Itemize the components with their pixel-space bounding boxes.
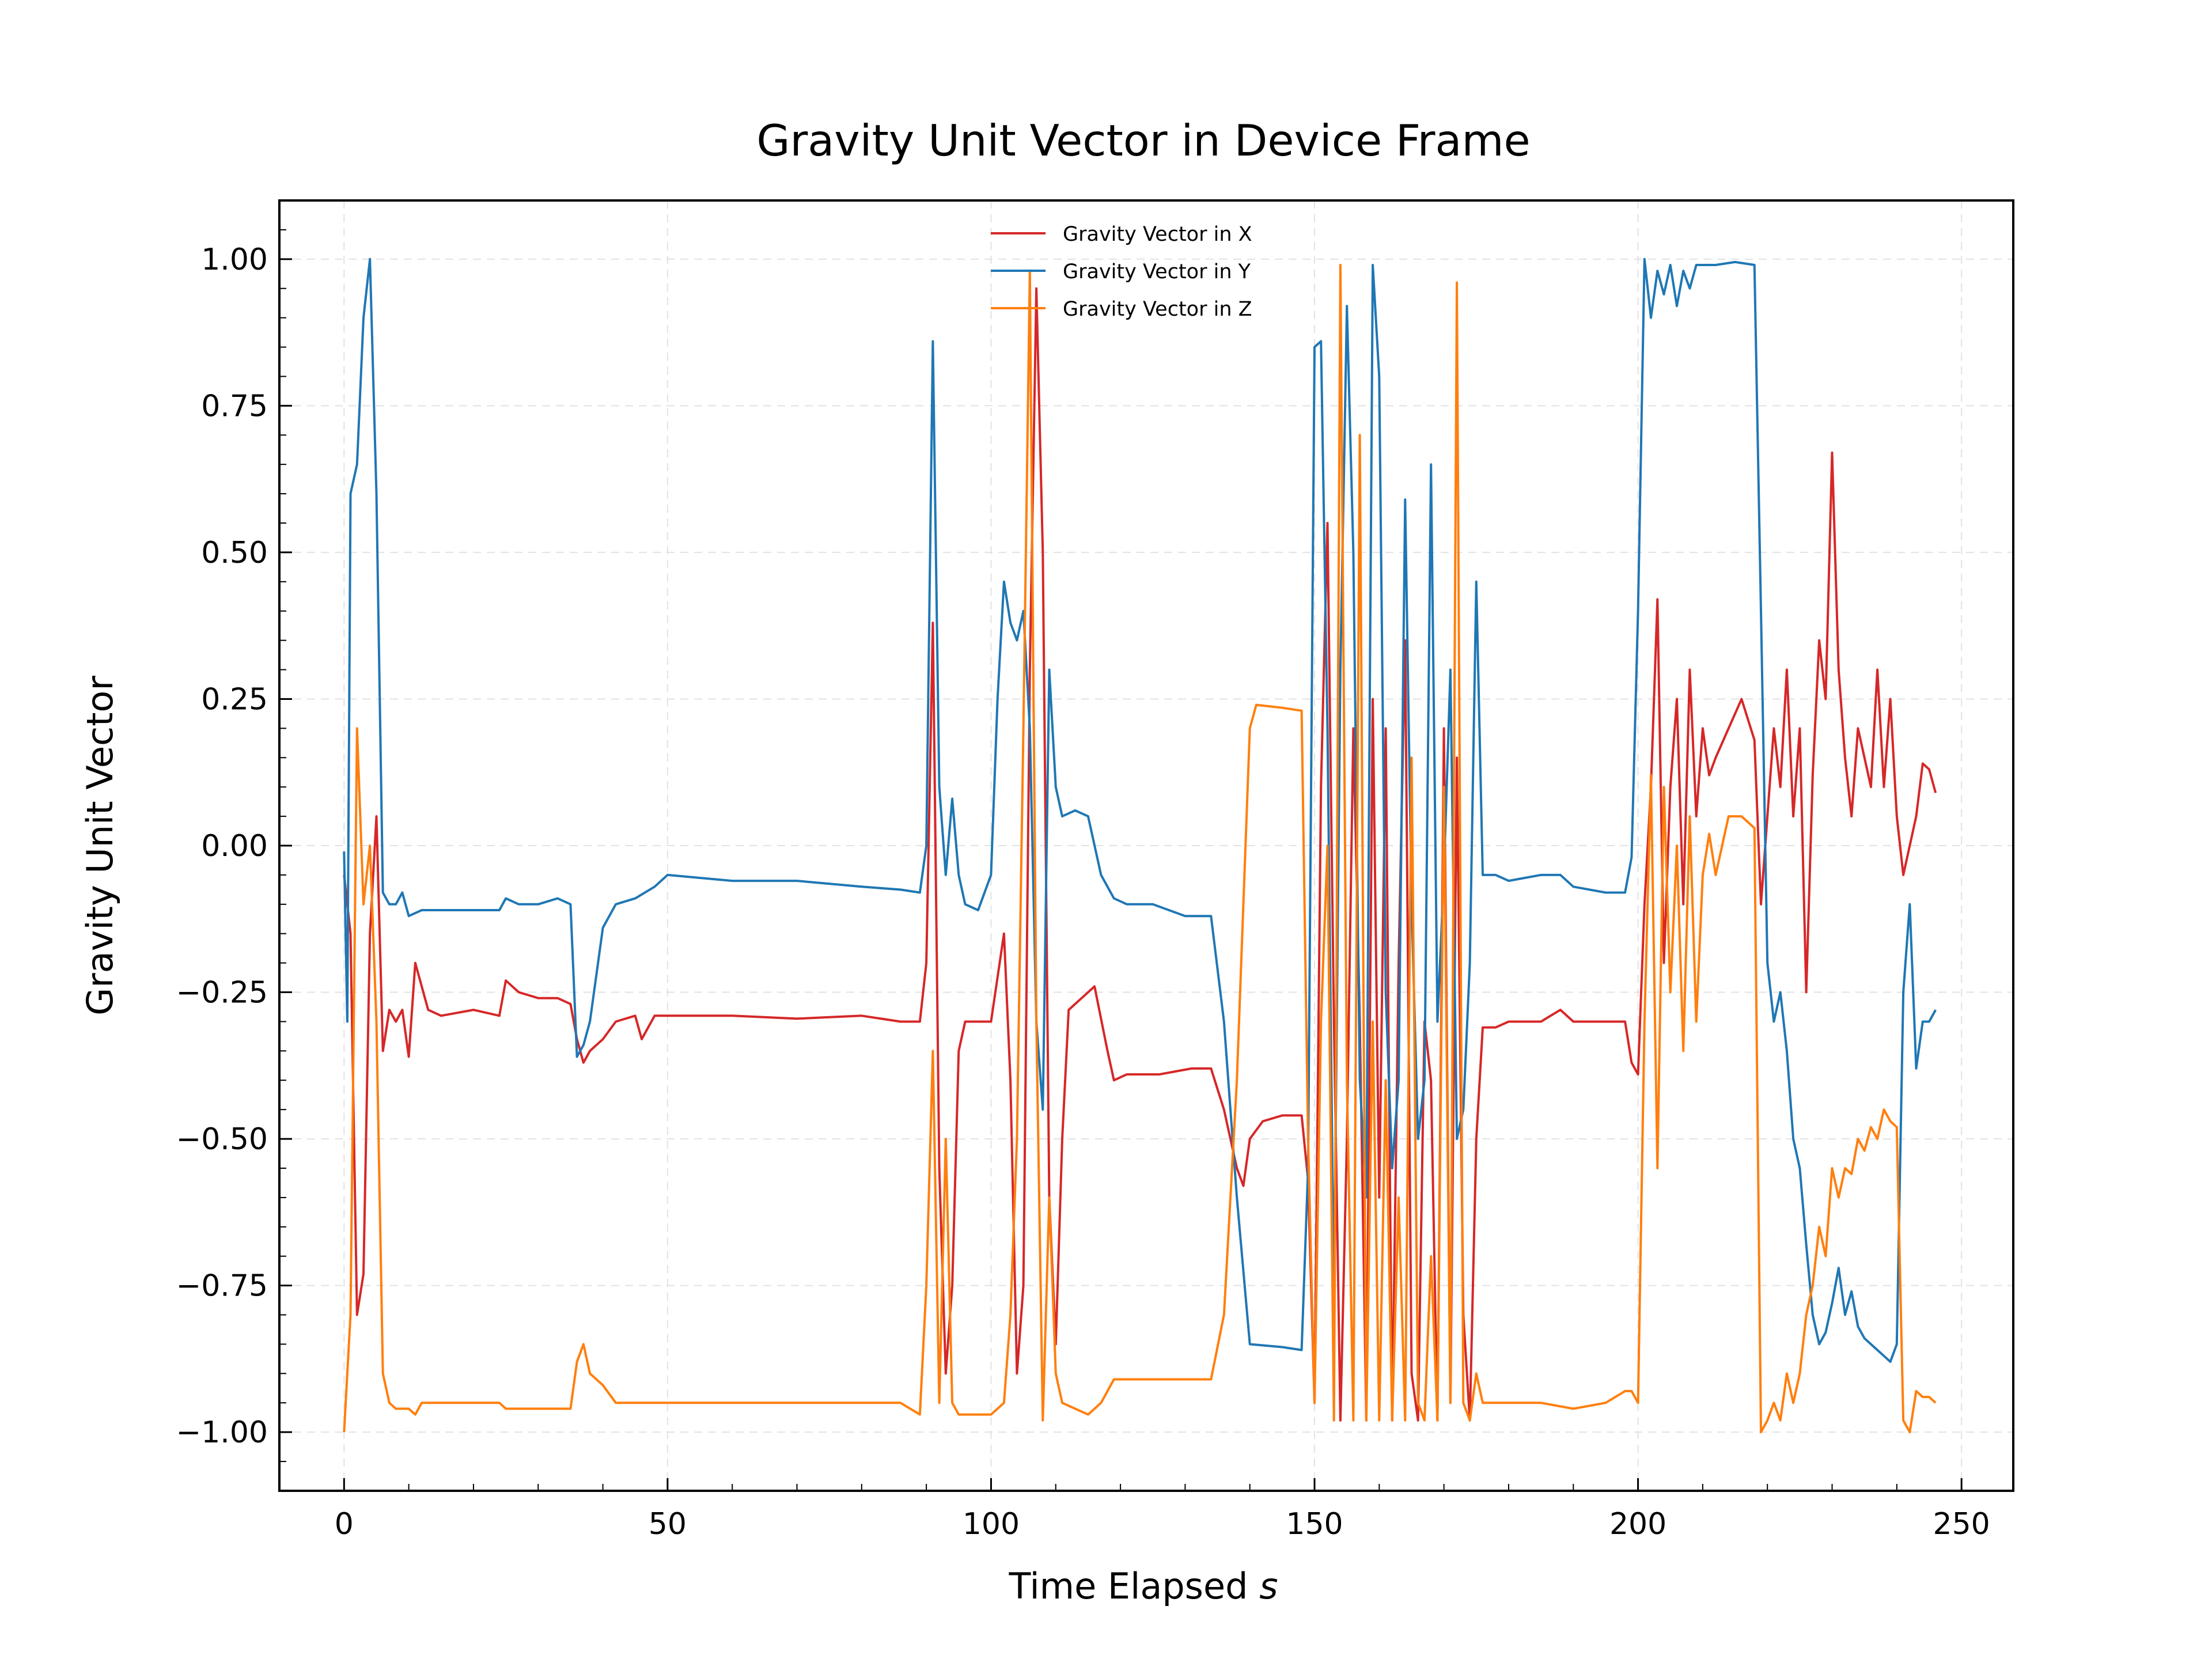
y-tick-label: −0.25 (176, 976, 268, 1010)
y-axis-label: Gravity Unit Vector (79, 676, 121, 1016)
x-tick-label: 200 (1609, 1507, 1666, 1541)
y-tick-label: −0.75 (176, 1269, 268, 1304)
legend-label-2: Gravity Vector in Y (1063, 260, 1251, 283)
series-line-3 (343, 264, 1937, 1434)
x-axis-label-text: Time Elapsed (1008, 1565, 1248, 1607)
y-tick-label: 1.00 (201, 243, 268, 277)
x-tick-label: 150 (1286, 1507, 1343, 1541)
x-tick-label: 50 (649, 1507, 687, 1541)
x-tick-label: 250 (1933, 1507, 1990, 1541)
x-axis-unit: s (1259, 1565, 1278, 1607)
chart-title: Gravity Unit Vector in Device Frame (756, 115, 1530, 166)
y-tick-label: 0.00 (201, 829, 268, 863)
x-tick-label: 100 (963, 1507, 1020, 1541)
ticks: 0 50 100 150 200 250 −1.00 −0.75 −0.50 −0.25 0.00 0… (176, 200, 1990, 1541)
y-tick-label: 0.25 (201, 682, 268, 717)
legend-label-1: Gravity Vector in X (1063, 223, 1252, 246)
y-tick-label: 0.75 (201, 389, 268, 423)
legend: Gravity Vector in X Gravity Vector in Y Gr… (991, 223, 1252, 321)
series-lines (343, 257, 1937, 1434)
y-tick-label: −1.00 (176, 1415, 268, 1450)
series-line-1 (343, 287, 1937, 1422)
y-tick-label: −0.50 (176, 1122, 268, 1157)
y-tick-label: 0.50 (201, 536, 268, 570)
legend-label-3: Gravity Vector in Z (1063, 298, 1252, 321)
x-axis-label: Time Elapsed s (1008, 1565, 1278, 1607)
x-tick-label: 0 (335, 1507, 354, 1541)
